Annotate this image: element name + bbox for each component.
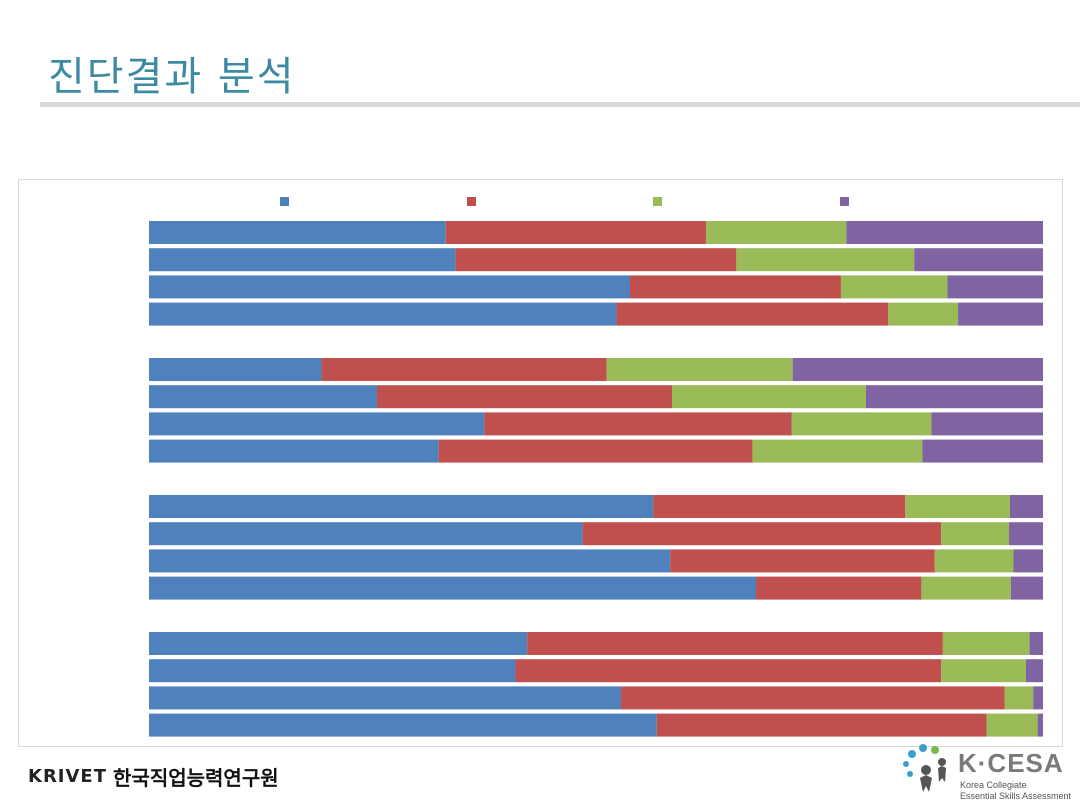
bar-2-series-4 [914, 248, 1043, 272]
bar-1-series-1 [149, 221, 446, 244]
bar-13-series-1 [149, 632, 528, 655]
bar-11-series-1 [149, 549, 671, 573]
bar-9-series-4 [1009, 495, 1043, 518]
bar-9-series-1 [149, 495, 654, 518]
bar-10-series-4 [1009, 522, 1043, 546]
legend-key-series-4 [840, 197, 849, 206]
kcesa-logo: K·CESA Korea Collegiate Essential Skills… [898, 742, 1073, 802]
bar-7-series-3 [791, 412, 932, 436]
bar-14-series-3 [941, 659, 1027, 683]
bar-15-series-1 [149, 686, 622, 710]
bar-2-series-3 [736, 248, 915, 272]
legend-key-series-1 [280, 197, 289, 206]
kcesa-people-icon [903, 744, 946, 792]
bar-6-series-1 [149, 385, 377, 409]
stacked-bar-chart [149, 197, 1043, 737]
bar-16-series-3 [986, 713, 1038, 737]
bar-14-series-1 [149, 659, 516, 683]
legend-key-series-2 [467, 197, 476, 206]
bar-1-series-2 [445, 221, 706, 244]
bar-7-series-4 [931, 412, 1043, 436]
legend-key-series-3 [653, 197, 662, 206]
bar-10-series-1 [149, 522, 583, 546]
bar-16-series-4 [1037, 713, 1043, 737]
bar-13-series-3 [942, 632, 1030, 655]
bar-15-series-2 [621, 686, 1005, 710]
bar-8-series-1 [149, 439, 439, 463]
bar-11-series-3 [934, 549, 1014, 573]
krivet-org-name: 한국직업능력연구원 [113, 765, 279, 790]
bar-7-series-2 [484, 412, 792, 436]
bar-6-series-2 [376, 385, 672, 409]
bar-8-series-2 [438, 439, 753, 463]
bar-4-series-1 [149, 302, 617, 326]
bar-2-series-1 [149, 248, 456, 272]
bar-3-series-2 [629, 275, 841, 299]
bar-5-series-4 [792, 358, 1043, 381]
bar-3-series-4 [947, 275, 1043, 299]
bar-5-series-2 [321, 358, 607, 381]
bar-12-series-3 [921, 576, 1011, 600]
bar-8-series-3 [752, 439, 923, 463]
bar-14-series-2 [515, 659, 942, 683]
bar-1-series-4 [846, 221, 1043, 244]
bar-4-series-2 [616, 302, 889, 326]
bar-14-series-4 [1026, 659, 1043, 683]
bar-8-series-4 [922, 439, 1043, 463]
bar-10-series-2 [582, 522, 942, 546]
bar-2-series-2 [455, 248, 737, 272]
krivet-logo-text: KRIVET [28, 765, 108, 787]
bar-6-series-4 [865, 385, 1043, 409]
kcesa-name: K·CESA [958, 748, 1064, 778]
title-divider [40, 102, 1080, 107]
bar-11-series-4 [1013, 549, 1043, 573]
bar-12-series-2 [756, 576, 922, 600]
bar-12-series-4 [1010, 576, 1043, 600]
bar-15-series-4 [1033, 686, 1043, 710]
bar-6-series-3 [671, 385, 866, 409]
bar-9-series-2 [653, 495, 906, 518]
bar-15-series-3 [1004, 686, 1034, 710]
bar-13-series-2 [527, 632, 943, 655]
bar-5-series-1 [149, 358, 322, 381]
bar-12-series-1 [149, 576, 757, 600]
krivet-logo: KRIVET 한국직업능력연구원 [28, 756, 279, 796]
bar-4-series-3 [888, 302, 959, 326]
kcesa-line1: Korea Collegiate [960, 780, 1027, 790]
bar-16-series-1 [149, 713, 657, 737]
bar-13-series-4 [1029, 632, 1043, 655]
bar-3-series-3 [840, 275, 948, 299]
bar-11-series-2 [670, 549, 935, 573]
bar-3-series-1 [149, 275, 630, 299]
bar-10-series-3 [941, 522, 1010, 546]
kcesa-line2: Essential Skills Assessment [960, 791, 1072, 801]
chart-frame [18, 179, 1063, 747]
slide-title: 진단결과 분석 [48, 54, 296, 100]
bar-1-series-3 [705, 221, 847, 244]
bar-4-series-4 [958, 302, 1043, 326]
bar-7-series-1 [149, 412, 485, 436]
bar-9-series-3 [905, 495, 1010, 518]
bar-5-series-3 [606, 358, 793, 381]
bar-16-series-2 [656, 713, 987, 737]
